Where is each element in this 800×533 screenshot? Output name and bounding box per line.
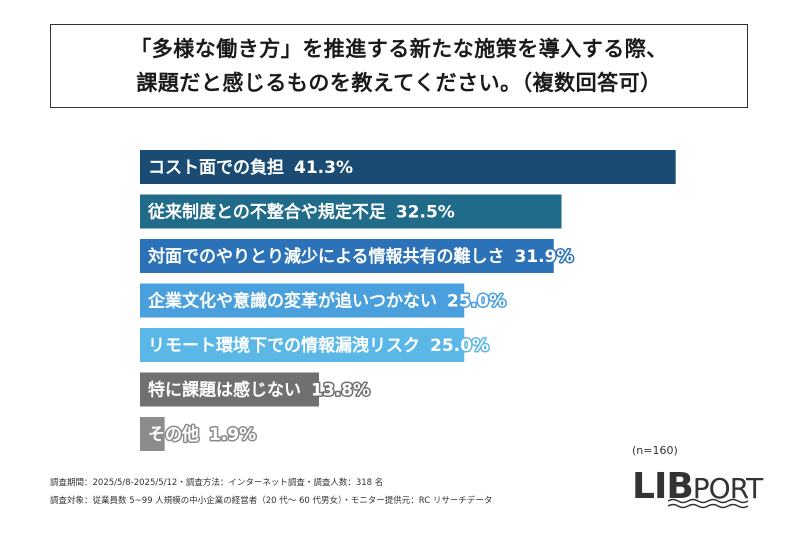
- logo-part-lib: LIB: [632, 466, 694, 507]
- bar-5: [140, 328, 465, 362]
- bar-1: [140, 150, 676, 184]
- bar-value-6: 13.8%: [311, 381, 370, 401]
- bar-label-6: 特に課題は感じない 13.8%: [148, 380, 370, 401]
- title-box: 「多様な働き方」を推進する新たな施策を導入する際、 課題だと感じるものを教えてく…: [50, 24, 748, 108]
- bar-category-3: 対面でのやりとり減少による情報共有の難しさ: [147, 246, 505, 267]
- libport-logo: LIBPORT: [632, 462, 763, 512]
- bar-value-2: 32.5%: [396, 203, 455, 223]
- bar-3: [140, 239, 554, 273]
- footer-survey-target: 調査対象：従業員数 5~99 人規模の中小企業の経営者（20 代～ 60 代男女…: [50, 496, 493, 506]
- bar-label-1: コスト面での負担 41.3%: [148, 158, 353, 178]
- bar-value-1: 41.3%: [294, 158, 353, 178]
- bar-label-7: その他 1.9%: [148, 424, 256, 445]
- bar-category-5: リモート環境下での情報漏洩リスク: [148, 335, 420, 356]
- bar-category-1: コスト面での負担: [148, 158, 284, 178]
- bar-category-7: その他: [148, 424, 199, 445]
- bar-label-4: 企業文化や意識の変革が追いつかない 25.0%: [147, 291, 506, 312]
- bar-category-6: 特に課題は感じない: [148, 380, 301, 401]
- bar-label-5: リモート環境下での情報漏洩リスク 25.0%: [148, 335, 489, 356]
- title-line-2: 課題だと感じるものを教えてください。（複数回答可）: [136, 71, 662, 95]
- title-line-1: 「多様な働き方」を推進する新たな施策を導入する際、: [130, 37, 668, 61]
- bar-label-3: 対面でのやりとり減少による情報共有の難しさ 31.9%: [147, 246, 573, 267]
- bar-value-7: 1.9%: [209, 425, 256, 445]
- bar-4: [140, 283, 465, 318]
- bar-2: [140, 194, 562, 229]
- bar-6: [140, 372, 319, 407]
- bar-value-5: 25.0%: [430, 336, 489, 356]
- logo-wave-icon: [668, 498, 748, 509]
- logo-part-port: PORT: [692, 472, 763, 505]
- footer-survey-period: 調査期間：2025/5/8-2025/5/12・調査方法：インターネット調査・調…: [50, 478, 384, 488]
- bar-7: [140, 417, 165, 451]
- bar-value-3: 31.9%: [515, 247, 574, 267]
- bar-value-4: 25.0%: [447, 292, 506, 312]
- bar-label-2: 従来制度との不整合や規定不足 32.5%: [147, 202, 455, 223]
- bar-category-2: 従来制度との不整合や規定不足: [147, 202, 386, 223]
- sample-size-label: (n=160): [632, 444, 678, 457]
- bar-category-4: 企業文化や意識の変革が追いつかない: [147, 291, 437, 312]
